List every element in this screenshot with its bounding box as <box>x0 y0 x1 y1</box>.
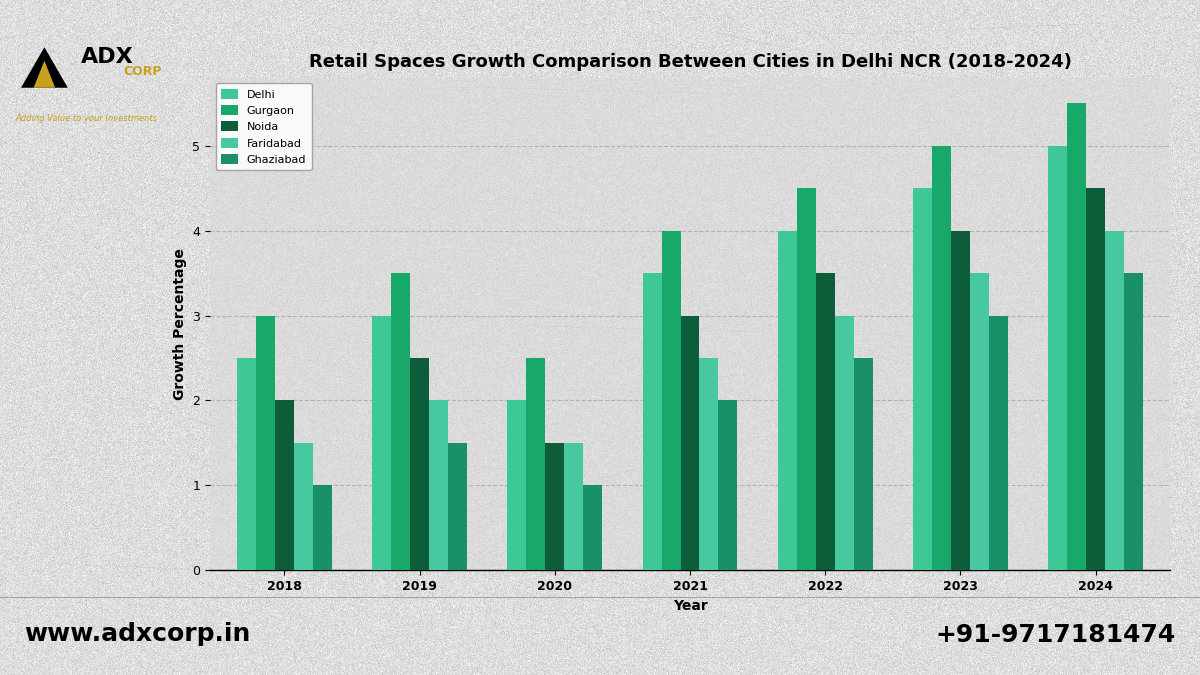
Title: Retail Spaces Growth Comparison Between Cities in Delhi NCR (2018-2024): Retail Spaces Growth Comparison Between … <box>308 53 1072 70</box>
Bar <box>238 358 256 570</box>
Bar <box>932 146 950 570</box>
Bar <box>1049 146 1067 570</box>
Bar <box>700 358 719 570</box>
Bar <box>410 358 430 570</box>
X-axis label: Year: Year <box>673 599 707 613</box>
Bar <box>1105 231 1124 570</box>
Bar <box>1124 273 1142 570</box>
Text: CORP: CORP <box>124 65 162 78</box>
Bar <box>680 315 700 570</box>
Bar <box>372 315 391 570</box>
Polygon shape <box>22 47 67 88</box>
Polygon shape <box>34 61 55 88</box>
Bar <box>545 443 564 570</box>
Bar <box>913 188 932 570</box>
Bar <box>583 485 602 570</box>
Bar <box>719 400 737 570</box>
Bar <box>256 315 275 570</box>
Text: +91-9717181474: +91-9717181474 <box>936 622 1176 647</box>
Bar <box>430 400 448 570</box>
Bar <box>778 231 797 570</box>
Bar <box>1067 103 1086 570</box>
Bar <box>391 273 410 570</box>
Bar <box>853 358 872 570</box>
Bar <box>643 273 661 570</box>
Text: Adding Value to your Investments: Adding Value to your Investments <box>16 114 157 124</box>
Bar <box>448 443 467 570</box>
Bar <box>816 273 835 570</box>
Bar <box>970 273 989 570</box>
Bar <box>835 315 853 570</box>
Text: ADX: ADX <box>80 47 133 68</box>
Bar <box>275 400 294 570</box>
Bar <box>313 485 331 570</box>
Y-axis label: Growth Percentage: Growth Percentage <box>173 248 187 400</box>
Bar <box>950 231 970 570</box>
Bar <box>989 315 1008 570</box>
Legend: Delhi, Gurgaon, Noida, Faridabad, Ghaziabad: Delhi, Gurgaon, Noida, Faridabad, Ghazia… <box>216 83 312 170</box>
Bar <box>564 443 583 570</box>
Bar <box>527 358 545 570</box>
Bar <box>508 400 527 570</box>
Bar <box>661 231 680 570</box>
Bar <box>1086 188 1105 570</box>
Bar <box>797 188 816 570</box>
Text: www.adxcorp.in: www.adxcorp.in <box>24 622 251 647</box>
Bar <box>294 443 313 570</box>
